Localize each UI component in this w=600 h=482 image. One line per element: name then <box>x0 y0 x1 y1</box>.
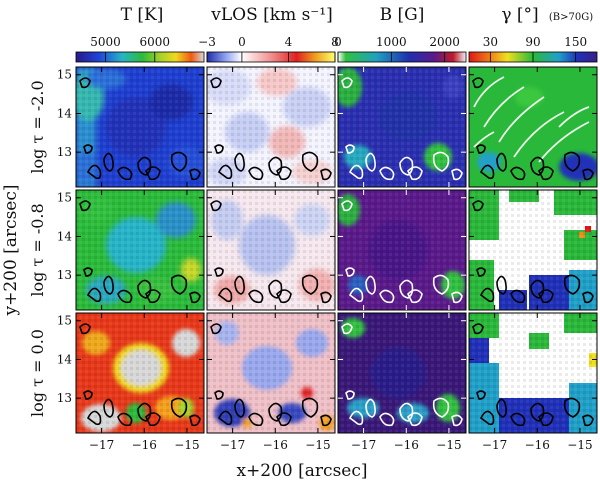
colorbar-tick-label: 8 <box>331 35 339 49</box>
colorbar-tick-label: 30 <box>483 35 498 49</box>
panel-row2-bfield <box>337 189 467 311</box>
colorbar-bfield <box>337 51 467 63</box>
x-tick-label: −17 <box>351 438 376 452</box>
y-tick-label: 14 <box>57 229 73 243</box>
colorbar-tick-label: 2000 <box>429 35 460 49</box>
x-tick-label: −15 <box>305 438 330 452</box>
panel-row3-gamma <box>468 312 598 434</box>
y-tick-label: 15 <box>57 68 72 82</box>
panel-row1-gamma <box>468 66 598 188</box>
x-tick-label: −16 <box>525 438 550 452</box>
x-axis-label: x+200 [arcsec] <box>236 461 367 481</box>
panel-row1-temperature <box>75 66 205 188</box>
x-tick-label: −17 <box>482 438 507 452</box>
y-tick-label: 13 <box>57 145 72 159</box>
panel-row2-gamma <box>468 189 598 311</box>
column-titles: T [K] vLOS [km s⁻¹] B [G] γ [°] (B>70G) <box>121 5 594 25</box>
y-tick-label: 15 <box>57 191 72 205</box>
x-tick-label: −15 <box>567 438 592 452</box>
y-tick-label: 14 <box>57 106 73 120</box>
title-gamma-note: (B>70G) <box>549 12 593 23</box>
colorbar-tick-label: 1000 <box>376 35 407 49</box>
panel-row3-vlos <box>206 312 336 434</box>
x-tick-label: −16 <box>394 438 419 452</box>
y-tick-label: 15 <box>57 314 72 328</box>
panel-row1-vlos <box>206 66 336 188</box>
colorbar-tick-label: −3 <box>198 35 216 49</box>
x-tick-label: −15 <box>436 438 461 452</box>
y-axis-label: y+200 [arcsec] <box>1 184 21 316</box>
row-label-2: log τ = -0.8 <box>28 203 47 296</box>
y-tick-label: 13 <box>57 268 72 282</box>
panel-row1-bfield <box>337 66 467 188</box>
x-tick-label: −16 <box>132 438 157 452</box>
y-tick-label: 14 <box>57 352 73 366</box>
colorbar-tick-label: 150 <box>564 35 587 49</box>
row-label-3: log τ = 0.0 <box>28 329 47 417</box>
panel-row2-vlos <box>206 189 336 311</box>
colorbar-ticks: 5000 6000 −3 0 4 80 1000 2000 30 90 150 <box>90 35 587 62</box>
colorbar-vlos <box>206 51 336 63</box>
colorbar-temperature <box>75 51 205 63</box>
panels <box>75 66 598 434</box>
title-temperature: T [K] <box>121 5 164 25</box>
title-gamma: γ [°] <box>501 5 538 25</box>
y-tick-label: 13 <box>57 391 72 405</box>
row-label-1: log τ = -2.0 <box>28 80 47 173</box>
row-labels: log τ = -2.0 log τ = -0.8 log τ = 0.0 <box>28 80 47 417</box>
title-vlos: vLOS [km s⁻¹] <box>210 5 332 25</box>
x-tick-label: −17 <box>220 438 245 452</box>
x-tick-label: −16 <box>263 438 288 452</box>
colorbar-tick-label: 0 <box>238 35 246 49</box>
panel-row3-bfield <box>337 312 467 434</box>
axis-ticks: 15 14 13 15 14 13 15 14 13 −17 −16 −15 −17 −16 −15 −17 −… <box>57 67 597 452</box>
colorbar-tick-label: 0 <box>334 35 342 49</box>
colorbar-tick-label: 6000 <box>139 35 170 49</box>
colorbar-tick-label: 5000 <box>90 35 121 49</box>
x-tick-label: −15 <box>174 438 199 452</box>
x-tick-label: −17 <box>89 438 114 452</box>
title-bfield: B [G] <box>380 5 425 25</box>
panel-row3-temperature <box>75 312 205 434</box>
colorbar-tick-label: 90 <box>525 35 540 49</box>
colorbars: 5000 6000 −3 0 4 80 1000 2000 30 90 150 <box>75 35 598 63</box>
panel-row2-temperature <box>75 189 205 311</box>
colorbar-tick-label: 4 <box>285 35 293 49</box>
